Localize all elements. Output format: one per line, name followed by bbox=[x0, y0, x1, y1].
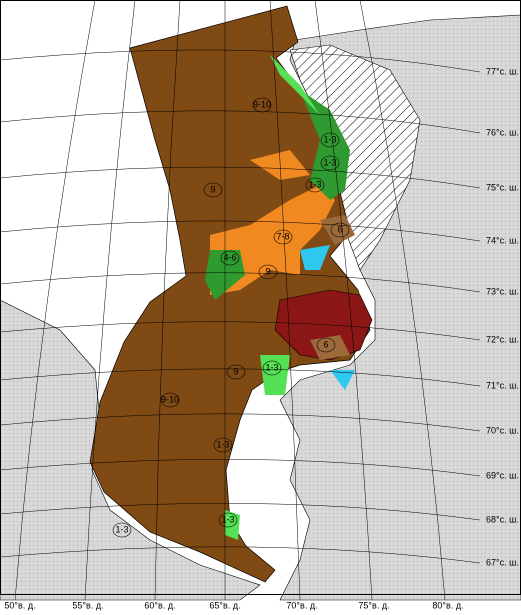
zone-label: 9-10 bbox=[161, 394, 179, 404]
lat-label: 72°с. ш. bbox=[486, 334, 519, 344]
lat-label: 70°с. ш. bbox=[486, 425, 519, 435]
lon-label: 60°в. д. bbox=[144, 600, 175, 610]
ice-zone-red bbox=[274, 289, 373, 361]
zone-marker bbox=[226, 364, 246, 380]
zone-label: 1-3 bbox=[265, 362, 278, 372]
zone-marker bbox=[320, 132, 340, 148]
zone-label: 9 bbox=[210, 184, 215, 194]
zone-marker bbox=[305, 177, 325, 193]
zone-label: 1-3 bbox=[323, 134, 336, 144]
lat-label: 68°с. ш. bbox=[486, 514, 519, 524]
lat-label: 76°с. ш. bbox=[486, 127, 519, 137]
lat-label: 67°с. ш. bbox=[486, 557, 519, 567]
zone-marker bbox=[273, 229, 293, 245]
lon-label: 70°в. д. bbox=[286, 600, 317, 610]
zone-marker bbox=[262, 360, 282, 376]
lon-label: 50°в. д. bbox=[4, 600, 35, 610]
zone-marker bbox=[316, 337, 336, 353]
lon-label: 75°в. д. bbox=[358, 600, 389, 610]
lat-label: 73°с. ш. bbox=[486, 286, 519, 296]
lat-label: 75°с. ш. bbox=[486, 182, 519, 192]
lon-label: 55°в. д. bbox=[72, 600, 103, 610]
zone-label: 9-10 bbox=[253, 99, 271, 109]
lat-label: 77°с. ш. bbox=[486, 66, 519, 76]
lon-label: 80°в. д. bbox=[432, 600, 463, 610]
zone-label: 9 bbox=[265, 266, 270, 276]
zone-marker bbox=[218, 512, 238, 528]
zone-marker bbox=[213, 437, 233, 453]
zone-marker bbox=[112, 522, 132, 538]
graticule bbox=[0, 0, 481, 601]
ice-zone-lightgreen bbox=[270, 55, 320, 115]
zone-label: 7-8 bbox=[276, 231, 289, 241]
zone-label: 1-3 bbox=[115, 524, 128, 534]
zone-label: 6 bbox=[323, 339, 328, 349]
lat-label: 71°с. ш. bbox=[486, 380, 519, 390]
zone-marker bbox=[320, 155, 340, 171]
lat-label: 69°с. ш. bbox=[486, 470, 519, 480]
zone-label: 1-3 bbox=[323, 157, 336, 167]
zone-label: 9 bbox=[233, 366, 238, 376]
lat-label: 74°с. ш. bbox=[486, 235, 519, 245]
zone-label: 6 bbox=[337, 224, 342, 234]
zone-marker bbox=[203, 182, 223, 198]
ice-zone-green bbox=[300, 90, 350, 200]
zone-label: 1-3 bbox=[308, 179, 321, 189]
zone-marker bbox=[160, 392, 180, 408]
zone-label: 4-6 bbox=[223, 252, 236, 262]
ice-zone-lightgreen bbox=[225, 355, 290, 540]
zone-marker bbox=[330, 222, 350, 238]
zone-label: 1-3 bbox=[216, 439, 229, 449]
ice-zone-cyan bbox=[300, 245, 355, 390]
land-west bbox=[0, 299, 261, 601]
ice-zone-light-brown bbox=[310, 215, 355, 360]
zone-label: 1-3 bbox=[221, 514, 234, 524]
lon-label: 65°в. д. bbox=[209, 600, 240, 610]
zone-marker bbox=[258, 264, 278, 280]
zone-marker bbox=[252, 97, 272, 113]
zone-marker bbox=[220, 250, 240, 266]
